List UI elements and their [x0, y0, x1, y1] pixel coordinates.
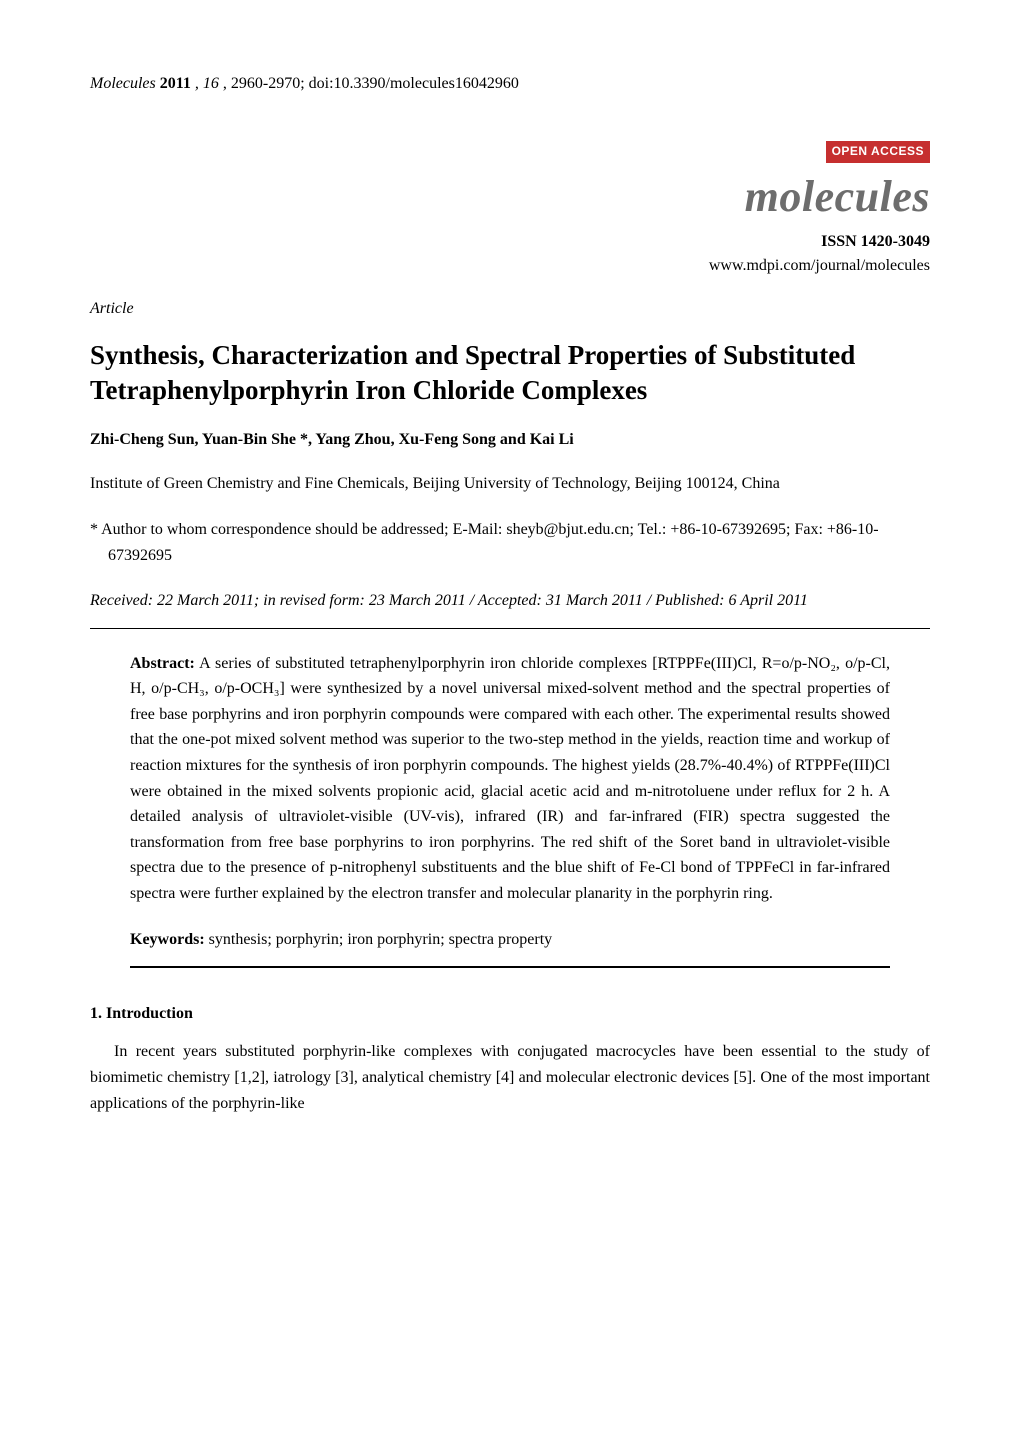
keywords: Keywords: synthesis; porphyrin; iron por…: [130, 927, 890, 953]
section-1-heading: 1. Introduction: [90, 1002, 930, 1025]
journal-issn: ISSN 1420-3049: [90, 230, 930, 253]
journal-brand-block: OPEN ACCESS molecules ISSN 1420-3049 www…: [90, 139, 930, 277]
section-1-para-1: In recent years substituted porphyrin-li…: [90, 1039, 930, 1116]
open-access-badge: OPEN ACCESS: [826, 141, 930, 162]
correspondence: * Author to whom correspondence should b…: [90, 517, 930, 568]
affiliation: Institute of Green Chemistry and Fine Ch…: [90, 471, 930, 497]
running-header: Molecules 2011 , 16 , 2960-2970; doi:10.…: [90, 72, 930, 95]
divider-top: [90, 628, 930, 629]
running-rest: , 2960-2970; doi:10.3390/molecules160429…: [223, 75, 519, 92]
authors: Zhi-Cheng Sun, Yuan-Bin She *, Yang Zhou…: [90, 428, 930, 451]
keywords-label: Keywords:: [130, 931, 205, 948]
journal-url: www.mdpi.com/journal/molecules: [90, 254, 930, 277]
running-year: 2011: [160, 75, 191, 92]
running-vol: , 16: [195, 75, 219, 92]
abstract-text: A series of substituted tetraphenylporph…: [130, 655, 890, 902]
dates: Received: 22 March 2011; in revised form…: [90, 588, 930, 614]
journal-name: molecules: [90, 165, 930, 229]
keywords-text: synthesis; porphyrin; iron porphyrin; sp…: [205, 931, 553, 948]
article-type: Article: [90, 297, 930, 320]
divider-bottom: [130, 966, 890, 968]
article-title: Synthesis, Characterization and Spectral…: [90, 338, 930, 408]
abstract-label: Abstract:: [130, 655, 195, 672]
running-journal: Molecules: [90, 75, 156, 92]
abstract: Abstract: A series of substituted tetrap…: [130, 651, 890, 907]
